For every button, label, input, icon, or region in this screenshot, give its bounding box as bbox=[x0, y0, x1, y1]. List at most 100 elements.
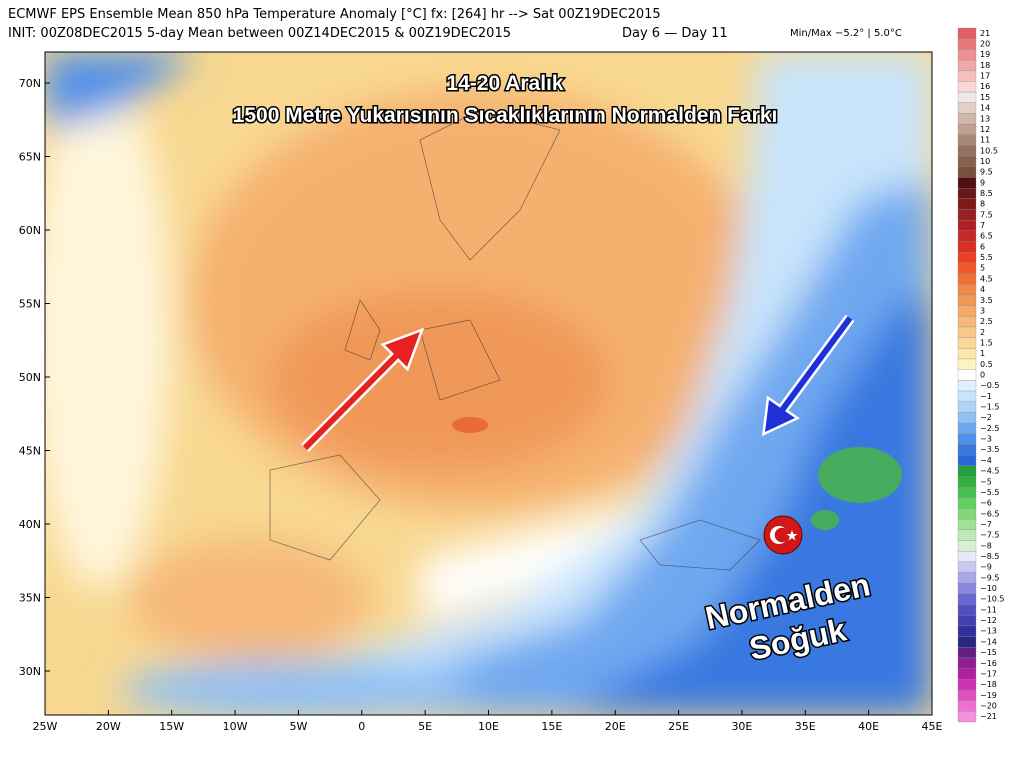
colorbar-label: 13 bbox=[980, 114, 990, 123]
colorbar-cell bbox=[957, 508, 977, 520]
colorbar-cell bbox=[957, 476, 977, 488]
colorbar-cell bbox=[957, 583, 977, 595]
colorbar-cell bbox=[957, 711, 977, 723]
colorbar-cell bbox=[957, 284, 977, 296]
colorbar-label: −4 bbox=[980, 456, 992, 465]
colorbar-label: 7 bbox=[980, 221, 985, 230]
colorbar-label: −19 bbox=[980, 691, 997, 700]
colorbar-label: −6.5 bbox=[980, 509, 999, 518]
colorbar-cell bbox=[957, 294, 977, 306]
colorbar-label: 3 bbox=[980, 306, 985, 315]
red-arrow bbox=[301, 327, 425, 452]
colorbar-cell bbox=[957, 636, 977, 648]
lon-label: 20W bbox=[96, 720, 121, 733]
lon-label: 35E bbox=[795, 720, 816, 733]
colorbar-cell bbox=[957, 657, 977, 669]
colorbar-cell bbox=[957, 593, 977, 605]
lat-label: 70N bbox=[19, 77, 41, 90]
colorbar-cell bbox=[957, 540, 977, 552]
colorbar-label: 19 bbox=[980, 50, 990, 59]
colorbar-label: −17 bbox=[980, 669, 997, 678]
colorbar-cell bbox=[957, 252, 977, 264]
colorbar-label: 7.5 bbox=[980, 210, 993, 219]
colorbar-cell bbox=[957, 647, 977, 659]
colorbar-cell bbox=[957, 615, 977, 627]
colorbar-cell bbox=[957, 551, 977, 562]
colorbar-label: −1 bbox=[980, 392, 992, 401]
colorbar-label: −7 bbox=[980, 520, 992, 529]
colorbar-cell bbox=[957, 348, 977, 360]
colorbar-cell bbox=[957, 102, 977, 114]
colorbar-cell bbox=[957, 273, 977, 285]
colorbar-cell bbox=[957, 241, 977, 253]
colorbar-cell bbox=[957, 625, 977, 637]
colorbar-cell bbox=[957, 145, 977, 157]
colorbar-label: 6 bbox=[980, 242, 985, 251]
colorbar-cell bbox=[957, 668, 977, 680]
lat-label: 60N bbox=[19, 224, 41, 237]
colorbar-cell bbox=[957, 422, 977, 434]
colorbar-cell bbox=[957, 572, 977, 584]
colorbar-cell bbox=[957, 81, 977, 93]
overlay-subtitle: 1500 Metre Yukarısının Sıcaklıklarının N… bbox=[233, 104, 778, 127]
colorbar-label: 5 bbox=[980, 264, 985, 273]
colorbar-label: 10.5 bbox=[980, 146, 998, 155]
colorbar-cell bbox=[957, 166, 977, 178]
colorbar-cell bbox=[957, 529, 977, 541]
lon-label: 15E bbox=[541, 720, 562, 733]
colorbar-cell bbox=[957, 177, 977, 189]
colorbar-cell bbox=[957, 518, 977, 530]
colorbar-cell bbox=[957, 38, 977, 50]
colorbar-label: 1 bbox=[980, 349, 985, 358]
colorbar-cell bbox=[957, 230, 977, 242]
colorbar-cell bbox=[957, 70, 977, 82]
colorbar-cell bbox=[957, 444, 977, 456]
colorbar-label: 10 bbox=[980, 157, 990, 166]
colorbar-label: −16 bbox=[980, 659, 997, 668]
colorbar-label: 17 bbox=[980, 72, 990, 81]
colorbar-label: 0.5 bbox=[980, 360, 993, 369]
colorbar-cell bbox=[957, 700, 977, 712]
colorbar-label: −12 bbox=[980, 616, 997, 625]
lat-label: 45N bbox=[19, 445, 41, 458]
colorbar-cell bbox=[957, 412, 977, 424]
colorbar-cell bbox=[957, 497, 977, 509]
overlay-title: 14-20 Aralık bbox=[446, 72, 563, 95]
header-line1: ECMWF EPS Ensemble Mean 850 hPa Temperat… bbox=[8, 7, 661, 22]
colorbar-cell bbox=[957, 305, 977, 317]
colorbar-cell bbox=[957, 380, 977, 392]
colorbar-label: −0.5 bbox=[980, 381, 999, 390]
colorbar-label: −4.5 bbox=[980, 467, 999, 476]
colorbar-label: −8 bbox=[980, 541, 992, 550]
colorbar-label: 14 bbox=[980, 104, 990, 113]
colorbar-cell bbox=[957, 113, 977, 125]
colorbar-label: −5 bbox=[980, 477, 992, 486]
colorbar-label: 5.5 bbox=[980, 253, 993, 262]
colorbar-label: −9.5 bbox=[980, 573, 999, 582]
colorbar-label: 4 bbox=[980, 285, 985, 294]
lon-label: 25E bbox=[668, 720, 689, 733]
colorbar-label: 2 bbox=[980, 328, 985, 337]
colorbar-label: 11 bbox=[980, 136, 990, 145]
colorbar-label: 15 bbox=[980, 93, 990, 102]
lon-label: 20E bbox=[605, 720, 626, 733]
colorbar-cell bbox=[957, 454, 977, 466]
lon-label: 5E bbox=[418, 720, 432, 733]
colorbar-cell bbox=[957, 155, 977, 167]
lat-label: 50N bbox=[19, 371, 41, 384]
colorbar-label: 20 bbox=[980, 40, 990, 49]
colorbar-label: −13 bbox=[980, 627, 997, 636]
colorbar-label: −5.5 bbox=[980, 488, 999, 497]
colorbar-label: −20 bbox=[980, 701, 997, 710]
colorbar-label: −1.5 bbox=[980, 403, 999, 412]
colorbar-label: −21 bbox=[980, 712, 997, 721]
colorbar-cell bbox=[957, 679, 977, 691]
lon-label: 10E bbox=[478, 720, 499, 733]
blue-arrow bbox=[761, 314, 855, 437]
colorbar-cell bbox=[957, 59, 977, 71]
colorbar-label: −8.5 bbox=[980, 552, 999, 561]
colorbar-label: −3 bbox=[980, 435, 992, 444]
lat-label: 40N bbox=[19, 518, 41, 531]
colorbar-cell bbox=[957, 689, 977, 701]
